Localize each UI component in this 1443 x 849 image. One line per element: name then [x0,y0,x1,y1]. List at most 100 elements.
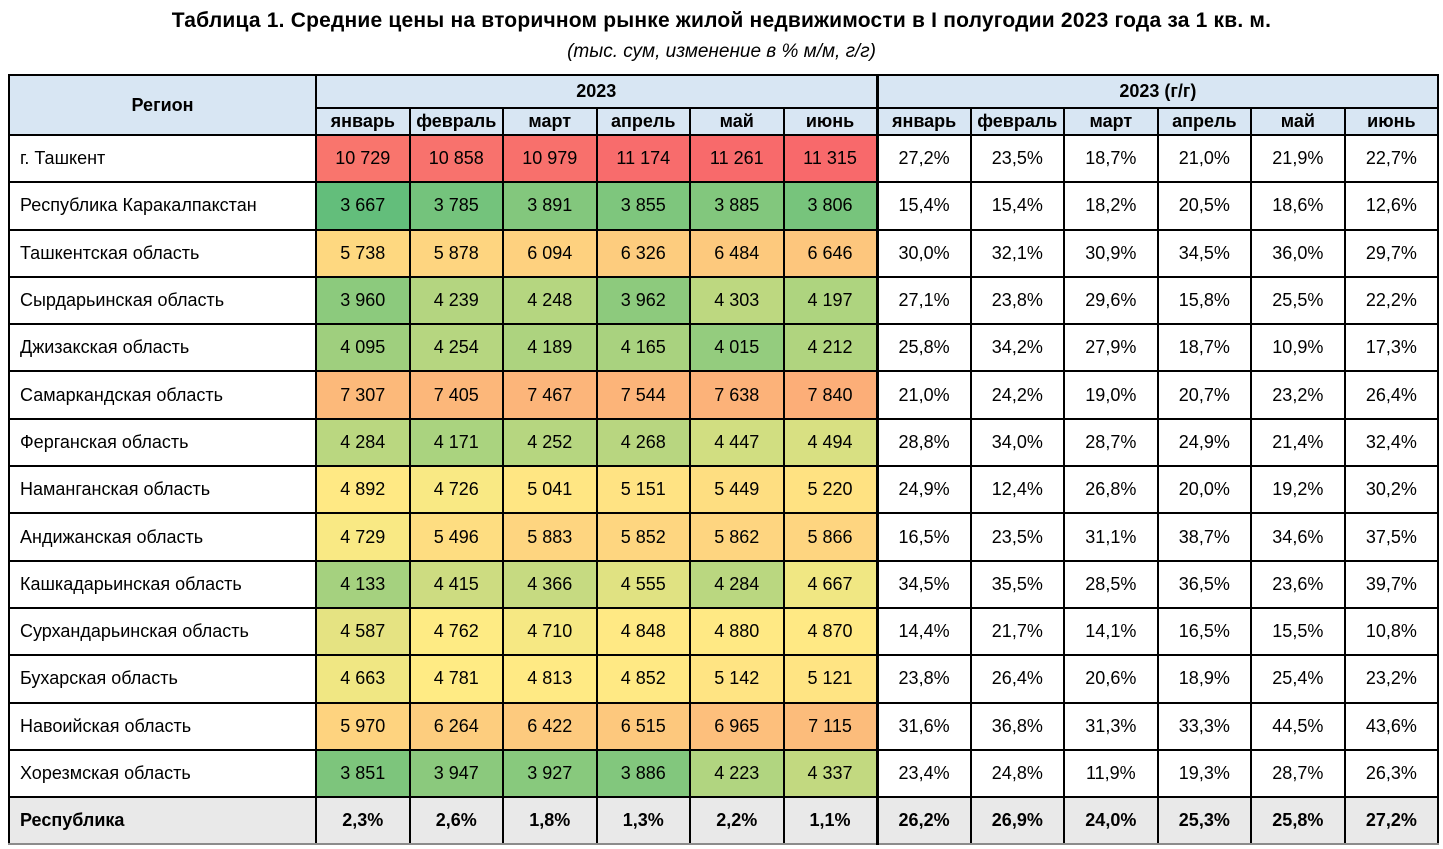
price-cell: 4 252 [502,417,598,468]
yoy-cell: 23,8% [875,654,972,704]
price-cell: 7 638 [689,370,785,420]
total-mom-cell: 2,6% [408,796,504,846]
yoy-cell: 23,4% [875,748,972,799]
region-cell: Хорезмская область [8,748,317,799]
price-cell: 7 115 [782,701,879,751]
yoy-cell: 25,4% [1250,654,1346,704]
region-cell: Сырдарьинская область [8,275,317,326]
yoy-cell: 20,7% [1156,370,1253,420]
price-cell: 4 337 [782,748,879,799]
price-cell: 7 405 [408,370,504,420]
total-mom-cell: 2,2% [689,796,785,846]
table-row: Республика Каракалпакстан 3 667 3 785 3 891… [8,181,1440,231]
yoy-cell: 14,1% [1063,606,1159,657]
yoy-cell: 10,9% [1250,323,1346,373]
yoy-cell: 31,3% [1063,701,1159,751]
month-header: май [1250,107,1346,136]
yoy-cell: 16,5% [875,512,972,562]
price-cell: 4 197 [782,275,879,326]
yoy-cell: 34,6% [1250,512,1346,562]
yoy-cell: 25,5% [1250,275,1346,326]
price-cell: 6 965 [689,701,785,751]
month-header: март [1063,107,1159,136]
yoy-cell: 38,7% [1156,512,1253,562]
total-yoy-cell: 25,3% [1156,796,1253,846]
month-header: апрель [1156,107,1253,136]
month-header: март [502,107,598,136]
table-body: г. Ташкент 10 729 10 858 10 979 11 174 11 261… [8,133,1440,846]
table-row: Навоийская область 5 970 6 264 6 422 6 515 6 … [8,701,1440,751]
total-mom-cell: 1,1% [782,796,879,846]
yoy-cell: 18,9% [1156,654,1253,704]
price-cell: 3 927 [502,748,598,799]
region-cell: Андижанская область [8,512,317,562]
yoy-cell: 24,8% [969,748,1066,799]
yoy-cell: 29,7% [1343,228,1440,278]
yoy-cell: 28,5% [1063,559,1159,609]
yoy-cell: 34,5% [1156,228,1253,278]
price-cell: 4 254 [408,323,504,373]
year-group-header: 2023 (г/г) [875,74,1440,109]
price-cell: 4 212 [782,323,879,373]
yoy-cell: 23,8% [969,275,1066,326]
month-header: январь [875,107,972,136]
yoy-cell: 21,7% [969,606,1066,657]
price-cell: 4 813 [502,654,598,704]
total-yoy-cell: 26,2% [875,796,972,846]
yoy-cell: 14,4% [875,606,972,657]
price-cell: 10 729 [315,133,411,184]
region-cell: Республика Каракалпакстан [8,181,317,231]
price-cell: 5 852 [595,512,691,562]
yoy-cell: 24,9% [875,465,972,515]
region-cell: Сурхандарьинская область [8,606,317,657]
price-cell: 3 962 [595,275,691,326]
price-cell: 6 094 [502,228,598,278]
yoy-cell: 12,4% [969,465,1066,515]
yoy-cell: 15,8% [1156,275,1253,326]
table-row: Ферганская область 4 284 4 171 4 252 4 268 4 … [8,417,1440,468]
yoy-cell: 11,9% [1063,748,1159,799]
yoy-cell: 24,2% [969,370,1066,420]
price-cell: 3 667 [315,181,411,231]
yoy-cell: 23,5% [969,133,1066,184]
total-label-cell: Республика [8,796,317,846]
price-cell: 4 223 [689,748,785,799]
total-mom-cell: 2,3% [315,796,411,846]
price-cell: 4 239 [408,275,504,326]
yoy-cell: 30,2% [1343,465,1440,515]
total-mom-cell: 1,8% [502,796,598,846]
price-cell: 6 264 [408,701,504,751]
table-header: Регион 2023 2023 (г/г) январь февраль март апр… [8,74,1440,136]
price-cell: 4 284 [689,559,785,609]
yoy-cell: 30,9% [1063,228,1159,278]
price-cell: 10 979 [502,133,598,184]
yoy-cell: 16,5% [1156,606,1253,657]
table-row: Наманганская область 4 892 4 726 5 041 5 151… [8,465,1440,515]
table-row: Хорезмская область 3 851 3 947 3 927 3 886 4 … [8,748,1440,799]
price-cell: 4 366 [502,559,598,609]
year-group-header: 2023 [314,74,879,109]
yoy-cell: 28,7% [1250,748,1346,799]
yoy-cell: 19,2% [1250,465,1346,515]
price-cell: 4 494 [782,417,879,468]
yoy-cell: 21,9% [1250,133,1346,184]
price-cell: 4 667 [782,559,879,609]
price-cell: 4 892 [315,465,411,515]
table-row: Сырдарьинская область 3 960 4 239 4 248 3 96… [8,275,1440,326]
yoy-cell: 22,2% [1343,275,1440,326]
price-cell: 4 729 [315,512,411,562]
yoy-cell: 18,2% [1063,181,1159,231]
price-cell: 5 862 [689,512,785,562]
region-cell: Ташкентская область [8,228,317,278]
yoy-cell: 27,1% [875,275,972,326]
price-cell: 4 726 [408,465,504,515]
total-yoy-cell: 25,8% [1250,796,1346,846]
table-row: Кашкадарьинская область 4 133 4 415 4 366 4 … [8,559,1440,609]
region-cell: Кашкадарьинская область [8,559,317,609]
price-cell: 6 326 [595,228,691,278]
yoy-cell: 36,5% [1156,559,1253,609]
price-cell: 5 866 [782,512,879,562]
yoy-cell: 36,0% [1250,228,1346,278]
total-row: Республика 2,3% 2,6% 1,8% 1,3% 2,2% 1,1% 26,2% 2… [8,796,1440,846]
yoy-cell: 10,8% [1343,606,1440,657]
